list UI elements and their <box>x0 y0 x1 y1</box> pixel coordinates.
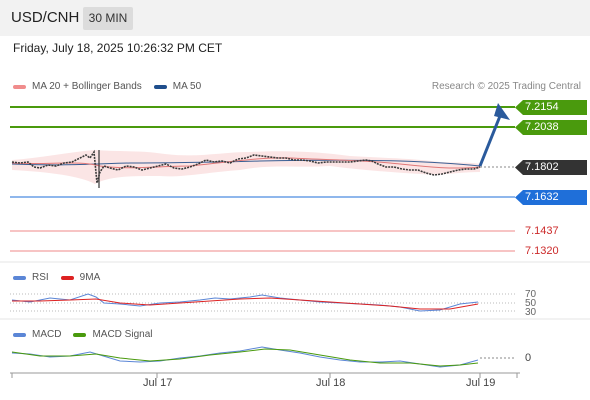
price-series <box>11 149 481 184</box>
legend-ma50[interactable]: MA 50 <box>153 81 202 92</box>
legend-rsi-ma[interactable]: 9MA <box>60 272 101 283</box>
projection-arrowhead <box>494 103 510 120</box>
macd-legend: MACD MACD Signal <box>13 329 164 340</box>
pivot-tag: 7.1632 <box>515 190 587 205</box>
macd-zero-label: 0 <box>525 352 532 364</box>
resistance-2-tag: 7.2154 <box>515 100 587 115</box>
legend-macd-label: MACD <box>32 329 62 340</box>
x-label-jul18: Jul 18 <box>316 377 346 389</box>
x-label-jul19: Jul 19 <box>466 377 496 389</box>
macd-line <box>11 346 479 368</box>
chart-header: USD/CNH 30 MIN <box>0 0 590 36</box>
legend-rsi-label: RSI <box>32 272 49 283</box>
last-price-tag: 7.1802 <box>515 160 587 175</box>
bollinger-swatch <box>13 84 26 89</box>
support-2-label: 7.1320 <box>525 245 559 257</box>
symbol-title[interactable]: USD/CNH <box>11 9 80 26</box>
support-1-label: 7.1437 <box>525 225 559 237</box>
resistance-1-tag: 7.2038 <box>515 120 587 135</box>
legend-bollinger[interactable]: MA 20 + Bollinger Bands <box>13 81 142 92</box>
macd-signal-line <box>11 348 479 367</box>
research-credit: Research © 2025 Trading Central <box>431 81 581 92</box>
rsi-legend: RSI 9MA <box>13 272 112 283</box>
rsi-level-50: 50 <box>525 298 537 309</box>
chart-datetime: Friday, July 18, 2025 10:26:32 PM CET <box>13 41 223 55</box>
rsi-swatch <box>13 275 26 280</box>
macd-signal-swatch <box>73 332 87 337</box>
rsi-ma-swatch <box>60 275 74 280</box>
bollinger-band <box>12 150 480 184</box>
rsi-level-30: 30 <box>525 307 537 318</box>
legend-rsi[interactable]: RSI <box>13 272 49 283</box>
rsi-ma-line <box>12 297 479 310</box>
legend-macd-signal[interactable]: MACD Signal <box>73 329 152 340</box>
chart-canvas <box>0 36 590 400</box>
price-legend: MA 20 + Bollinger Bands MA 50 <box>13 81 213 92</box>
legend-rsi-ma-label: 9MA <box>79 272 101 283</box>
x-label-jul17: Jul 17 <box>143 377 173 389</box>
macd-swatch <box>13 332 26 337</box>
legend-ma50-label: MA 50 <box>172 81 202 92</box>
projection-arrow <box>478 115 502 167</box>
legend-bollinger-label: MA 20 + Bollinger Bands <box>32 81 142 92</box>
ma50-swatch <box>153 84 167 89</box>
legend-macd-signal-label: MACD Signal <box>92 329 153 340</box>
interval-button[interactable]: 30 MIN <box>83 7 133 30</box>
ma20-line <box>11 157 481 169</box>
rsi-level-70: 70 <box>525 289 537 300</box>
legend-macd[interactable]: MACD <box>13 329 61 340</box>
